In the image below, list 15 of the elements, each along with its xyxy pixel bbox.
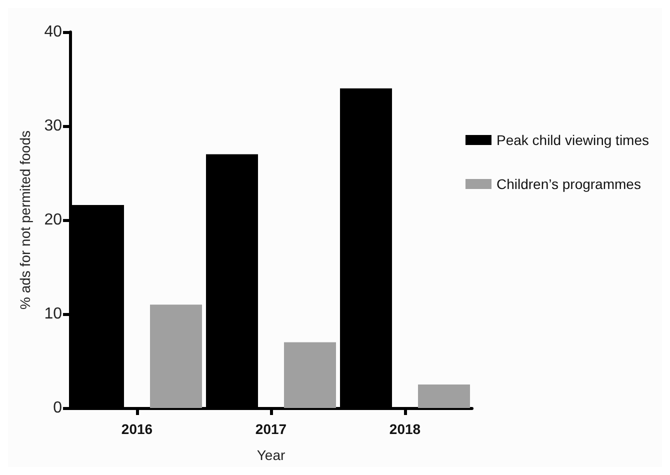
bar [150,304,202,408]
x-tick-label: 2016 [121,421,153,437]
y-tick-label: 40 [44,24,62,40]
x-tick-label: 2018 [389,421,421,437]
y-tick-label: 10 [44,306,62,322]
bar [284,342,336,408]
bar [418,384,470,408]
y-tick-label: 30 [44,118,62,134]
legend-label: Children’s programmes [496,176,641,192]
y-tick-label: 0 [53,400,62,416]
y-tick-label: 20 [44,212,62,228]
x-axis-title: Year [256,447,286,463]
y-axis-title: % ads for not permited foods [17,130,33,310]
x-tick-label: 2017 [255,421,287,437]
legend-label: Peak child viewing times [496,132,650,148]
